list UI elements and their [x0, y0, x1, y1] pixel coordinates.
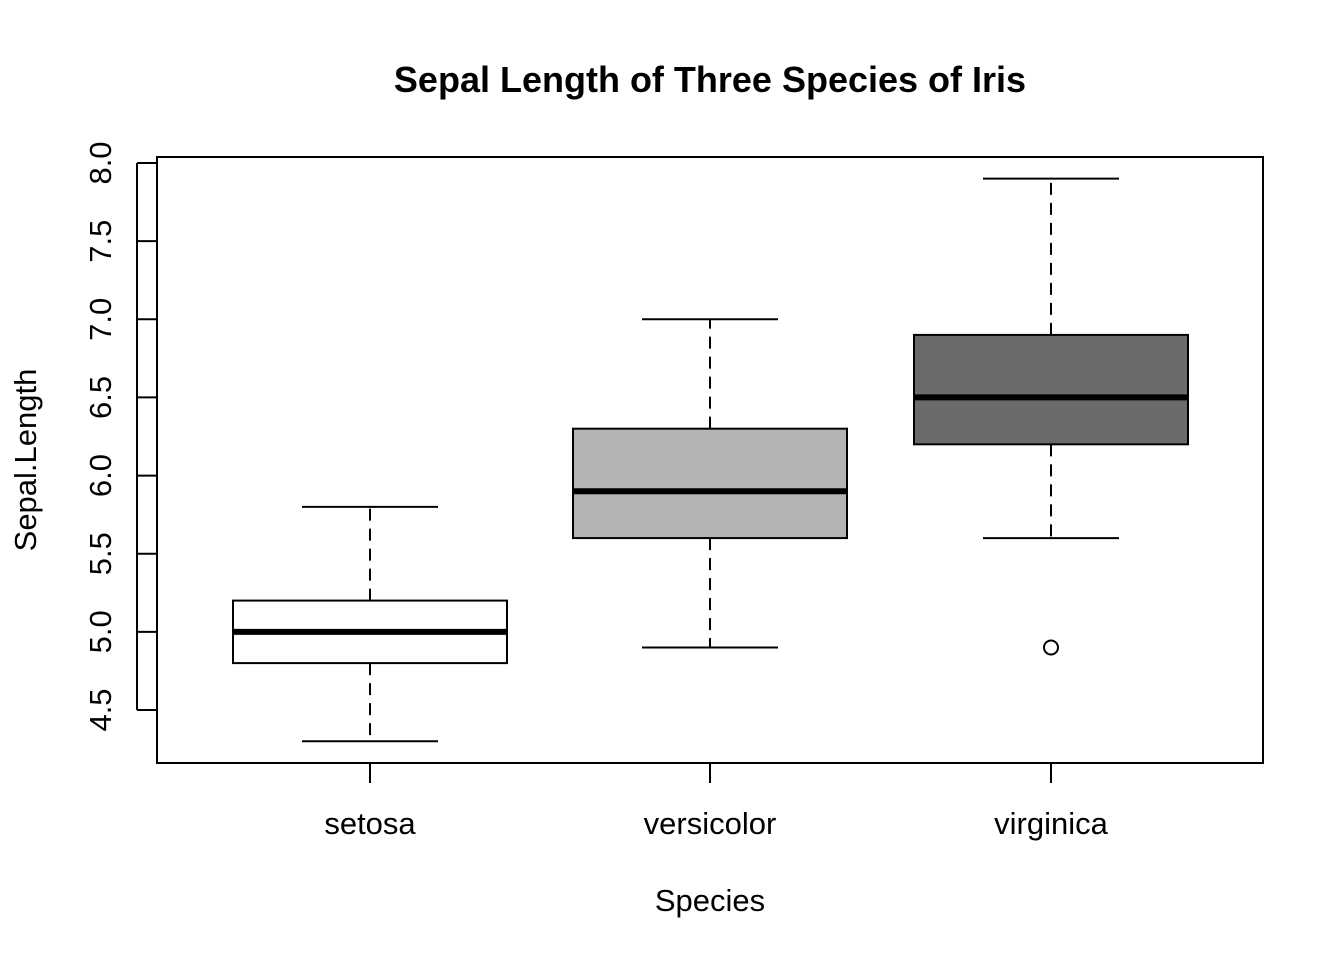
y-axis-label: Sepal.Length [8, 369, 43, 552]
y-tick-label: 4.5 [83, 688, 118, 731]
y-tick-label: 6.0 [83, 454, 118, 497]
y-tick-label: 5.5 [83, 532, 118, 575]
y-tick-label: 5.0 [83, 610, 118, 653]
y-tick-label: 6.5 [83, 376, 118, 419]
box-virginica [913, 177, 1189, 656]
x-tick-label: versicolor [644, 806, 777, 841]
box-setosa [232, 505, 508, 743]
y-tick-label: 7.0 [83, 298, 118, 341]
y-tick-label: 8.0 [83, 141, 118, 184]
x-tick-label: virginica [994, 806, 1108, 841]
box-series [232, 177, 1189, 743]
box-versicolor [572, 318, 848, 649]
box-iqr [572, 427, 848, 540]
box-iqr [913, 333, 1189, 446]
x-tick-label: setosa [324, 806, 416, 841]
x-axis: setosa versicolor virginica [324, 763, 1109, 841]
outlier-point [1043, 639, 1059, 656]
x-axis-label: Species [655, 883, 765, 918]
y-tick-label: 7.5 [83, 220, 118, 263]
chart-title: Sepal Length of Three Species of Iris [394, 59, 1026, 100]
y-axis: 4.5 5.0 5.5 6.0 6.5 7.0 7.5 8.0 [83, 141, 157, 732]
